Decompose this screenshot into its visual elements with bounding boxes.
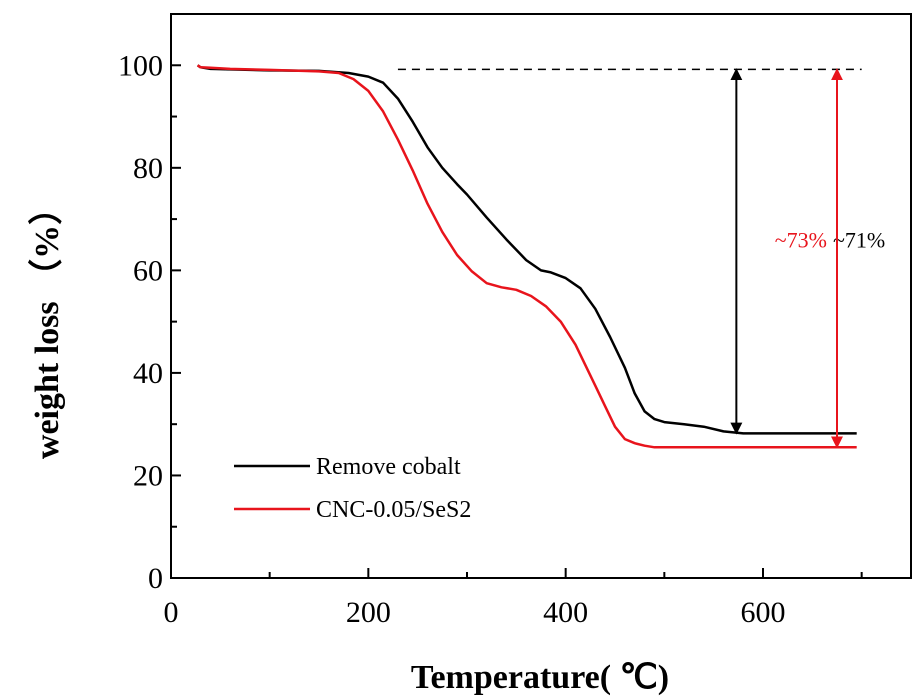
y-tick-label: 80 <box>133 152 163 185</box>
y-tick-label: 0 <box>148 562 163 595</box>
loss-label-1: ~71% <box>833 227 885 252</box>
x-tick-label: 600 <box>741 596 786 629</box>
y-axis-title: weight loss （%） <box>27 191 66 459</box>
y-axis: 0 20 40 60 80 100 <box>118 13 181 595</box>
plot-border <box>170 13 912 579</box>
x-axis-title: Temperature( ℃) <box>411 659 669 696</box>
y-tick-label: 20 <box>133 459 163 492</box>
x-tick-label: 0 <box>164 596 179 629</box>
loss-label-2: ~73% <box>775 227 827 252</box>
y-tick-label: 40 <box>133 357 163 390</box>
x-axis: 0 200 400 600 <box>164 568 863 629</box>
x-tick-label: 200 <box>346 596 391 629</box>
x-tick-label: 400 <box>543 596 588 629</box>
legend: Remove cobalt CNC-0.05/SeS2 <box>234 454 471 523</box>
series-line-1 <box>196 64 857 449</box>
y-tick-label: 60 <box>133 254 163 287</box>
series-line-0 <box>196 64 857 435</box>
series-layer <box>196 64 857 449</box>
annotation-layer: ~71%~73% <box>397 68 885 449</box>
legend-label-0: Remove cobalt <box>316 454 461 480</box>
plot-frame <box>170 13 912 579</box>
y-tick-label: 100 <box>118 49 163 82</box>
legend-label-1: CNC-0.05/SeS2 <box>316 497 471 523</box>
